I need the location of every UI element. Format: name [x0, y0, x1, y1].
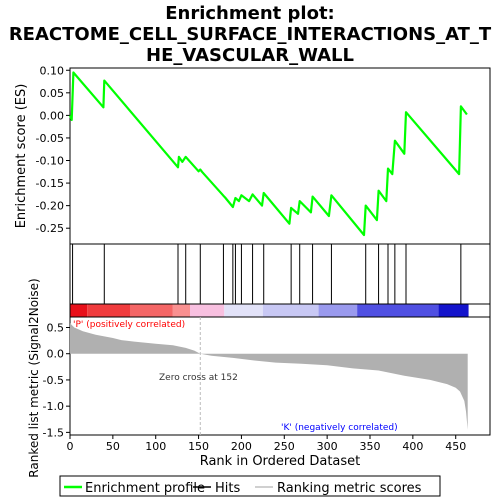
positive-correlation-label: 'P' (positively correlated) [73, 320, 185, 330]
es-y-tick-label: -0.20 [36, 200, 64, 213]
es-y-tick-label: -0.05 [36, 132, 64, 145]
es-panel-frame [69, 67, 491, 245]
rank-x-tick-label: 200 [231, 440, 252, 453]
rank-x-ticks: 0 50 100 150 200 250 300 350 400 450 [67, 435, 466, 453]
es-y-tick-label: -0.25 [36, 222, 64, 235]
enrichment-profile-line [68, 71, 468, 237]
chart-title-line-1: Enrichment plot: [165, 3, 335, 24]
rank-x-tick-label: 0 [67, 440, 74, 453]
color-bar-segment [130, 304, 173, 317]
es-y-tick-label: 0.05 [40, 87, 65, 100]
legend-frame [59, 475, 441, 497]
rank-x-tick-label: 350 [360, 440, 381, 453]
rank-x-tick-label: 250 [274, 440, 295, 453]
color-bar-segment [70, 304, 88, 317]
ranking-color-bar [70, 304, 469, 317]
rank-y-tick-label: 0.0 [47, 348, 65, 361]
chart-title-line-3: HE_VASCULAR_WALL [146, 45, 354, 66]
legend-items: Enrichment profile Hits Ranking metric sco… [64, 481, 422, 496]
rank-y-tick-label: 0.5 [47, 321, 65, 334]
chart-title-line-2: REACTOME_CELL_SURFACE_INTERACTIONS_AT_T [9, 24, 492, 45]
zero-cross-label: Zero cross at 152 [159, 373, 238, 383]
rank-y-tick-label: -1.0 [43, 400, 64, 413]
color-bar-segment [87, 304, 130, 317]
enrichment-score-panel: 0.10 0.05 0.00 -0.05 -0.10 -0.15 -0.20 -0.25 En… [14, 64, 491, 245]
color-bar-segment [318, 304, 358, 317]
rank-y-tick-label: -0.5 [43, 374, 64, 387]
rank-x-tick-label: 400 [402, 440, 423, 453]
legend-label: Ranking metric scores [277, 481, 422, 496]
hits-panel-frame [69, 243, 491, 305]
hit-lines [72, 244, 462, 304]
es-y-axis-label: Enrichment score (ES) [14, 84, 29, 229]
rank-x-tick-label: 100 [145, 440, 166, 453]
es-y-tick-label: -0.15 [36, 177, 64, 190]
negative-correlation-label: 'K' (negatively correlated) [281, 423, 398, 433]
rank-y-tick-label: -1.5 [43, 426, 64, 439]
rank-y-axis-label: Ranked list metric (Signal2Noise) [27, 278, 41, 477]
es-y-tick-label: -0.10 [36, 155, 64, 168]
color-bar-segment [224, 304, 263, 317]
rank-x-tick-label: 50 [106, 440, 120, 453]
hits-panel [69, 243, 491, 305]
es-y-tick-label: 0.00 [40, 109, 65, 122]
legend-label: Enrichment profile [85, 481, 205, 496]
color-bar-segment [438, 304, 469, 317]
color-bar-segment [262, 304, 319, 317]
rank-x-tick-label: 300 [317, 440, 338, 453]
rank-x-tick-label: 450 [445, 440, 466, 453]
legend: Enrichment profile Hits Ranking metric sco… [59, 475, 441, 497]
es-y-tick-label: 0.10 [40, 64, 65, 77]
rank-y-ticks: 0.5 0.0 -0.5 -1.0 -1.5 [43, 321, 70, 439]
rank-x-axis-label: Rank in Ordered Dataset [200, 454, 361, 469]
es-y-ticks: 0.10 0.05 0.00 -0.05 -0.10 -0.15 -0.20 -0.25 [36, 64, 70, 235]
color-bar-segment [172, 304, 190, 317]
ranking-metric-area [70, 323, 468, 430]
legend-label: Hits [215, 481, 240, 496]
color-bar-segment [357, 304, 439, 317]
color-bar-segment [190, 304, 225, 317]
ranked-metric-panel: 0.5 0.0 -0.5 -1.0 -1.5 0 50 100 150 200 250 300 350… [27, 278, 491, 478]
rank-x-tick-label: 150 [188, 440, 209, 453]
